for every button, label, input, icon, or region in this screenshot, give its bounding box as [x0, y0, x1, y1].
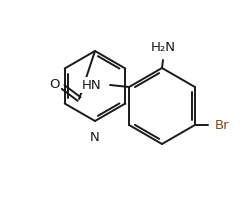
Text: HN: HN: [81, 78, 101, 91]
Text: Br: Br: [215, 118, 229, 131]
Text: O: O: [49, 78, 59, 90]
Text: H₂N: H₂N: [150, 41, 175, 54]
Text: N: N: [90, 131, 100, 144]
